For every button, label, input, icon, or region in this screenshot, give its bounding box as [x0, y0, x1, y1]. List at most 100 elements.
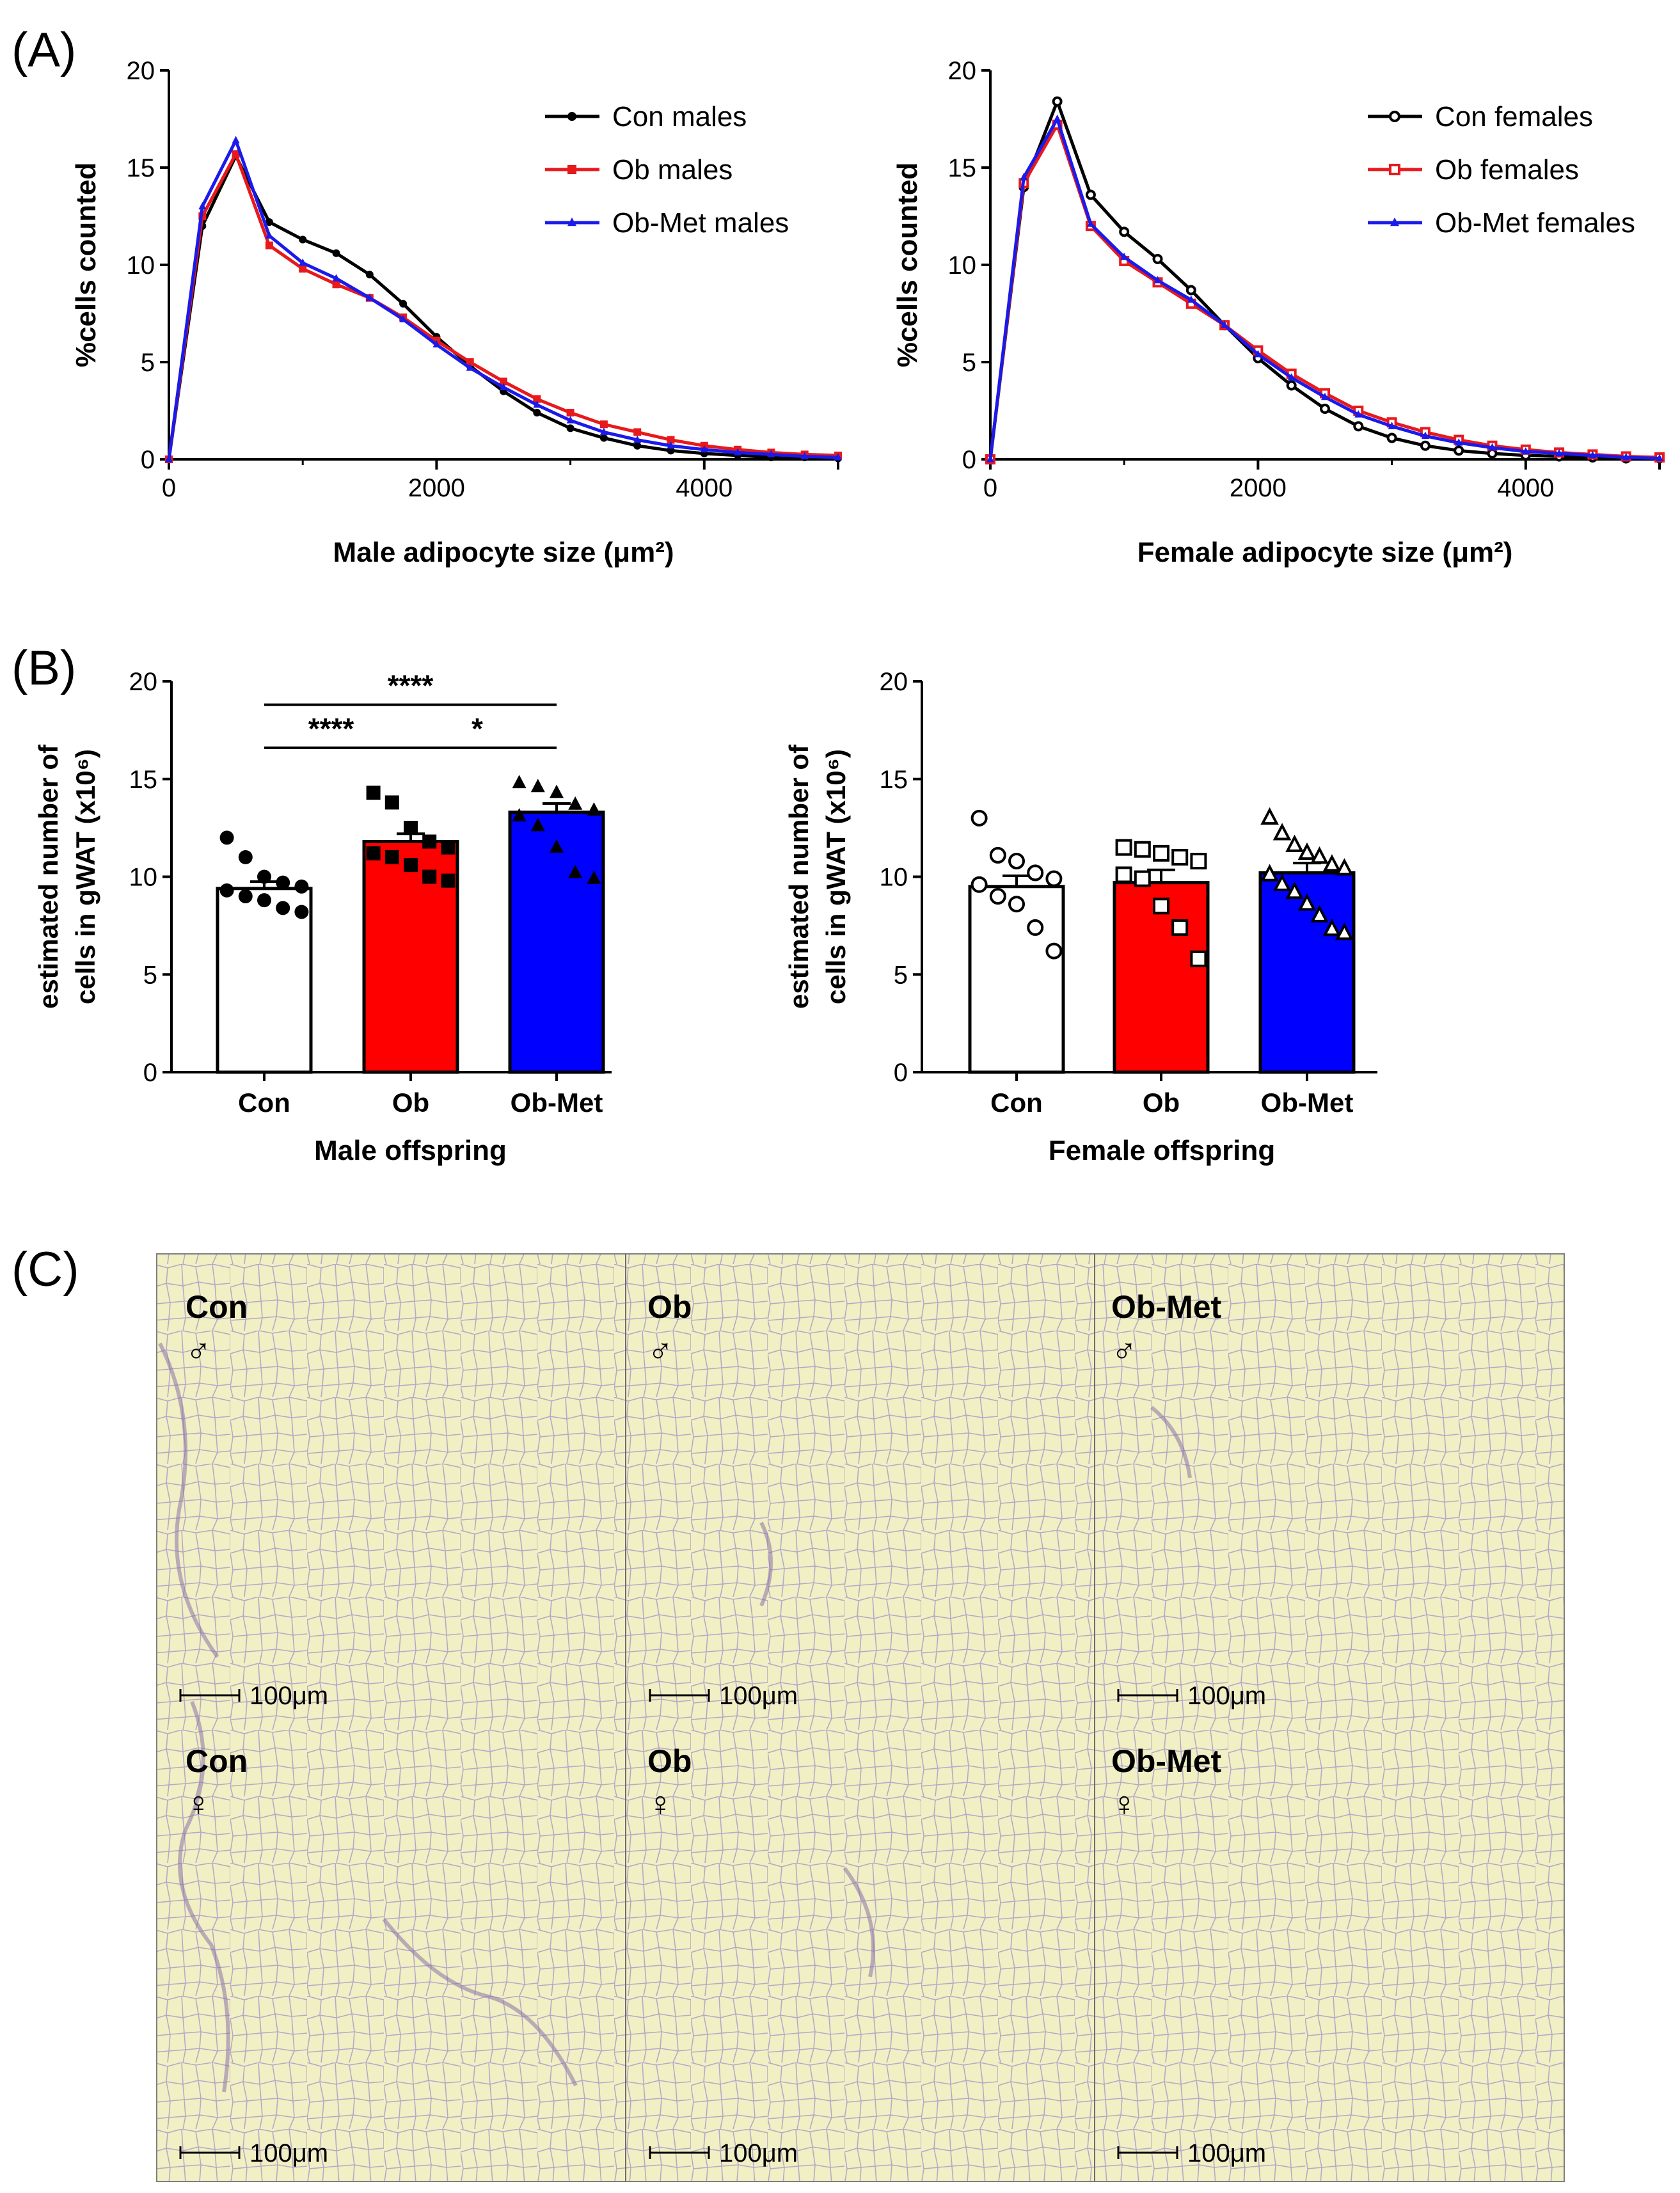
data-point	[422, 834, 437, 849]
data-point	[1286, 380, 1297, 391]
data-point	[238, 850, 253, 864]
data-point	[1134, 870, 1151, 887]
data-point	[265, 218, 273, 226]
data-point	[1260, 807, 1279, 825]
data-point	[404, 821, 418, 835]
y-tick-label: 10	[880, 864, 908, 892]
data-point	[219, 830, 234, 845]
y-axis-title: %cells counted	[892, 162, 923, 367]
y-tick-label: 15	[880, 766, 908, 794]
data-point	[587, 802, 601, 816]
y-tick-label: 5	[894, 961, 908, 989]
bar	[508, 811, 605, 1074]
data-point	[667, 436, 675, 444]
data-point	[700, 445, 708, 453]
micrograph-sex-symbol: ♀	[647, 1785, 674, 1823]
scale-bar-label: 100μm	[1187, 1682, 1266, 1710]
data-point	[1287, 373, 1296, 381]
data-point	[1488, 443, 1496, 451]
data-point	[1115, 839, 1132, 856]
data-point	[533, 395, 541, 403]
data-point	[1322, 919, 1342, 937]
data-point	[299, 235, 307, 244]
x-axis-title: Female adipocyte size (μm²)	[1137, 537, 1513, 568]
data-point	[265, 241, 273, 249]
data-point	[1297, 842, 1317, 860]
scale-bar-label: 100μm	[719, 2139, 798, 2167]
micrograph-sex-symbol: ♂	[647, 1331, 674, 1369]
data-point	[667, 447, 675, 455]
x-axis-title: Male adipocyte size (μm²)	[333, 537, 674, 568]
significance-label: ****	[308, 712, 354, 745]
legend-label: Ob females	[1435, 154, 1579, 186]
x-tick-label: Ob	[392, 1088, 429, 1118]
data-point	[568, 864, 583, 878]
data-point	[1053, 115, 1061, 122]
data-point	[599, 420, 608, 429]
data-point	[466, 363, 474, 371]
data-point	[1254, 349, 1262, 358]
y-tick-label: 20	[127, 57, 155, 85]
data-point	[232, 136, 240, 143]
panel-letter-c: (C)	[12, 1242, 79, 1297]
data-point	[1322, 854, 1342, 872]
data-point	[989, 888, 1006, 905]
y-axis-title: %cells counted	[70, 162, 102, 367]
data-point	[1335, 922, 1354, 940]
data-point	[1272, 873, 1292, 891]
data-point	[1455, 438, 1463, 446]
x-tick-label: 4000	[1497, 474, 1554, 502]
data-point	[633, 441, 642, 450]
data-point	[568, 796, 583, 810]
micrograph-sex-symbol: ♀	[186, 1785, 212, 1823]
data-point	[1134, 841, 1151, 858]
female-size-distribution-chart: 0 5 10 15 20 0 2000 4000 Female adipocyte size (…	[892, 57, 1665, 568]
data-point	[599, 427, 608, 435]
data-point	[1260, 864, 1279, 882]
data-point	[1353, 421, 1364, 432]
x-axis-title: Male offspring	[314, 1135, 507, 1166]
data-point	[800, 452, 809, 459]
data-point	[633, 435, 642, 443]
data-point	[1285, 834, 1304, 852]
micrograph-group-label: Con	[186, 1289, 248, 1325]
legend-marker	[567, 165, 576, 174]
data-point	[734, 448, 742, 455]
data-point	[466, 358, 474, 366]
data-point	[587, 870, 601, 884]
data-point	[1310, 905, 1329, 922]
y-tick-label: 0	[894, 1059, 908, 1087]
data-point	[1190, 950, 1207, 967]
micrograph-group-label: Con	[186, 1743, 248, 1779]
data-point	[533, 409, 541, 417]
data-point	[530, 779, 545, 793]
data-point	[1008, 853, 1025, 870]
data-point	[1421, 431, 1429, 439]
data-point	[512, 775, 527, 789]
data-point	[1321, 392, 1329, 400]
micrograph-group-label: Ob-Met	[1111, 1743, 1222, 1779]
x-tick-label: Ob-Met	[1261, 1088, 1354, 1118]
data-point	[1310, 846, 1329, 864]
data-point	[257, 893, 271, 908]
data-point	[441, 840, 456, 855]
legend-marker	[567, 112, 576, 121]
data-point	[1285, 881, 1304, 899]
data-point	[566, 416, 575, 424]
y-tick-label: 20	[880, 668, 908, 696]
legend-marker	[1390, 217, 1399, 226]
data-point	[299, 265, 307, 273]
data-point	[332, 280, 340, 289]
data-point	[1153, 898, 1169, 915]
data-point	[384, 850, 399, 864]
data-point	[1388, 422, 1396, 429]
data-point	[1027, 864, 1044, 882]
x-axis-title: Female offspring	[1049, 1135, 1276, 1166]
data-point	[1656, 454, 1663, 461]
legend-marker	[567, 217, 576, 226]
data-point	[219, 883, 234, 898]
data-point	[399, 315, 408, 322]
data-point	[276, 875, 290, 890]
data-point	[1297, 893, 1317, 911]
